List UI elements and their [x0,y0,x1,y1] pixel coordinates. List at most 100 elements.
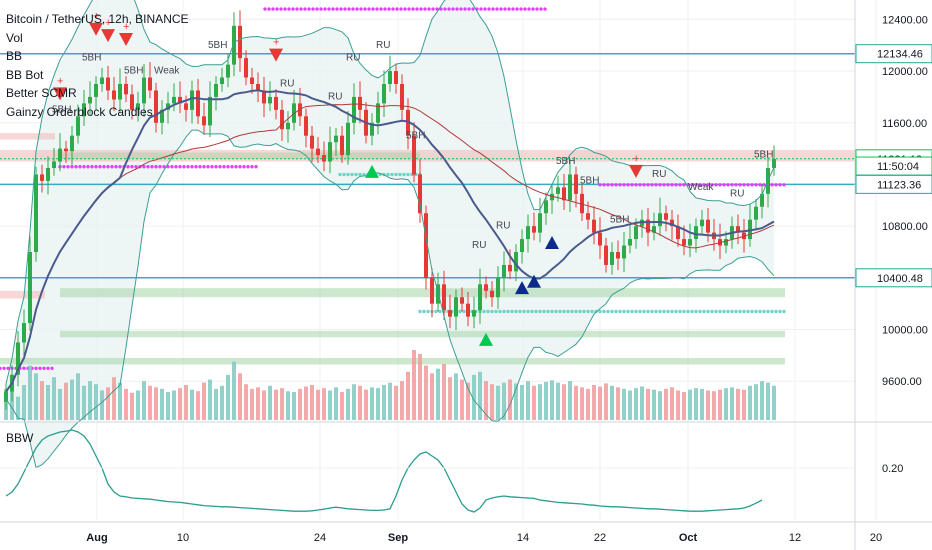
candle-body-50 [304,116,308,136]
candle-body-79 [478,284,482,311]
dotted-level-cyan-1-dot [350,172,354,177]
dotted-level-magenta-1-dot [543,7,547,11]
dotted-level-magenta-1-dot [499,7,503,11]
dotted-level-magenta-2-dot [174,165,178,169]
volume-bar-27 [166,392,170,420]
dotted-level-magenta-3-dot [610,183,614,187]
dotted-level-magenta-2-dot [170,165,174,169]
dotted-level-magenta-3-dot [674,183,678,187]
dotted-level-magenta-1-dot [359,7,363,11]
candle-body-14 [88,96,92,104]
dotted-level-cyan-2-dot [706,309,710,314]
volume-bar-110 [664,388,668,420]
legend-bb-bot[interactable]: BB Bot [6,67,44,82]
candle-body-114 [688,239,692,246]
candle-body-21 [130,94,134,110]
dotted-level-cyan-2-dot [622,309,626,314]
candle-body-90 [544,200,548,214]
signal-label-15: RU [652,169,666,180]
dotted-level-magenta-3-dot [646,183,650,187]
candle-body-15 [94,84,98,97]
dotted-level-magenta-2-dot [210,165,214,169]
dotted-level-magenta-1-dot [267,7,271,11]
volume-bar-121 [730,387,734,420]
candle-body-104 [628,239,632,246]
dotted-level-magenta-3-dot [694,183,698,187]
dotted-level-cyan-1-dot [346,172,350,177]
candle-body-91 [550,193,554,201]
candle-body-23 [142,77,146,104]
volume-bar-70 [424,365,428,420]
signal-label-13: 5BH [580,176,599,187]
dotted-level-magenta-1-dot [515,7,519,11]
volume-bar-50 [304,386,308,420]
dotted-level-magenta-1-dot [363,7,367,11]
volume-bar-56 [340,392,344,420]
dotted-level-magenta-1 [263,7,547,11]
dotted-level-cyan-2-dot [582,309,586,314]
signal-label-0: 5BH [52,104,71,115]
dotted-level-magenta-2-dot [90,165,94,169]
volume-bar-21 [130,392,134,420]
volume-bar-96 [580,387,584,420]
signal-label-16: Weak [688,182,714,193]
candle-body-8 [52,161,56,168]
dotted-level-magenta-3-dot [690,183,694,187]
dotted-level-cyan-2-dot [686,309,690,314]
bb-basis-line [5,89,775,393]
dotted-level-magenta-4-dot [22,366,26,371]
dotted-level-magenta-1-dot [419,7,423,11]
volume-bar-12 [76,373,80,420]
dotted-level-magenta-2-dot [186,165,190,169]
dotted-level-cyan-2-dot [738,309,742,314]
dotted-level-cyan-2-dot [570,309,574,314]
volume-bar-10 [64,382,68,420]
volume-bar-74 [448,377,452,420]
dotted-level-magenta-1-dot [387,7,391,11]
bbw-pane-label[interactable]: BBW [6,431,34,445]
volume-bar-44 [268,385,272,420]
legend-vol[interactable]: Vol [6,30,23,45]
candle-body-120 [724,239,728,246]
dotted-level-magenta-3-dot [606,183,610,187]
dotted-level-magenta-2-dot [198,165,202,169]
sell-triangle-5 [629,164,643,178]
candle-body-46 [280,109,284,130]
dotted-level-cyan-2-dot [546,309,550,314]
dotted-level-magenta-3-dot [774,183,778,187]
dotted-level-magenta-1-dot [463,7,467,11]
legend-better-scmr[interactable]: Better SCMR [6,86,77,100]
dotted-level-cyan-2-dot [666,309,670,314]
candle-body-43 [262,90,266,104]
dotted-level-magenta-1-dot [271,7,275,11]
dotted-level-magenta-2-dot [86,165,90,169]
dotted-level-magenta-1-dot [343,7,347,11]
candle-body-65 [394,71,398,84]
candle-body-22 [136,103,140,110]
dotted-level-magenta-2-dot [154,165,158,169]
candle-body-85 [514,252,518,272]
volume-bar-123 [742,389,746,420]
dotted-level-magenta-2-dot [234,165,238,169]
dotted-level-cyan-2-dot [518,309,522,314]
dotted-level-cyan-2-dot [782,309,786,314]
dotted-level-cyan-2-dot [614,309,618,314]
candle-body-57 [346,122,350,156]
volume-bar-101 [610,385,614,420]
candle-body-69 [418,174,422,214]
legend-title[interactable]: Bitcoin / TetherUS, 12h, BINANCE [6,12,189,26]
legend-bb[interactable]: BB [6,49,23,63]
buy-triangle-0 [365,164,379,178]
legend-gainzy[interactable]: Gainzy Orderblock Candles [6,104,153,119]
dotted-level-cyan-2-dot [550,309,554,314]
dotted-level-magenta-1-dot [375,7,379,11]
dotted-level-magenta-1-dot [479,7,483,11]
candle-body-125 [754,206,758,220]
price-badge-3 [855,174,932,194]
volume-bar-115 [694,388,698,420]
dotted-level-magenta-3-dot [770,183,774,187]
dotted-level-cyan-2-dot [486,309,490,314]
volume-bar-15 [94,384,98,420]
